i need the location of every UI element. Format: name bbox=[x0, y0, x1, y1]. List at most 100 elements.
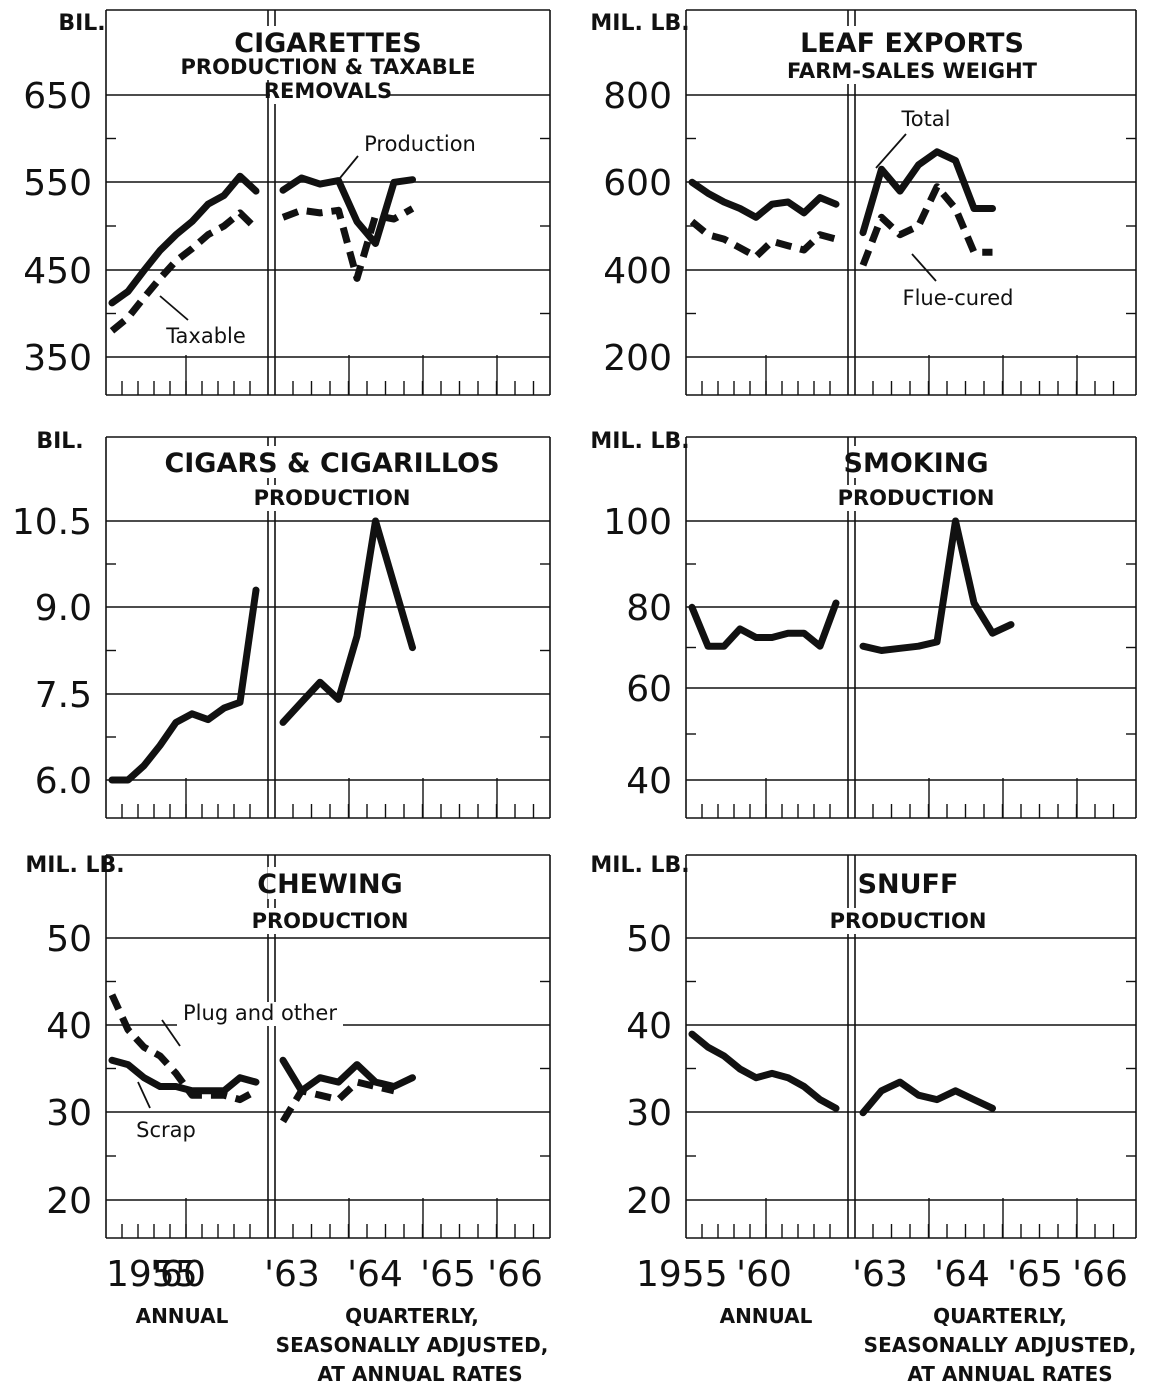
annotation-leader bbox=[875, 133, 907, 169]
unit-label: MIL. LB. bbox=[25, 853, 124, 878]
chart-title: SMOKING bbox=[844, 448, 989, 479]
y-tick-30: 30 bbox=[46, 1093, 92, 1134]
y-tick-20: 20 bbox=[46, 1181, 92, 1222]
annotation-backing bbox=[177, 1002, 343, 1026]
chart-subtitle: PRODUCTION & TAXABLE bbox=[181, 55, 476, 79]
annotation-label: Flue-cured bbox=[903, 286, 1014, 310]
y-tick-40: 40 bbox=[626, 1006, 672, 1047]
unit-label: BIL. bbox=[36, 429, 83, 454]
series-quarterly-flue-cured bbox=[859, 183, 993, 267]
quarterly-caption-left-1: QUARTERLY, bbox=[345, 1304, 479, 1328]
y-tick-40: 40 bbox=[46, 1006, 92, 1047]
unit-label: MIL. LB. bbox=[590, 11, 689, 36]
y-tick-600: 600 bbox=[603, 163, 672, 204]
series-quarterly-production bbox=[279, 174, 416, 247]
x-label-65-right: '65 bbox=[1007, 1254, 1063, 1295]
annotation-backing bbox=[132, 1119, 200, 1143]
series-annual-flue-cured bbox=[689, 218, 837, 261]
y-tick-450: 450 bbox=[23, 251, 92, 292]
y-tick-60: 60 bbox=[626, 669, 672, 710]
subtitle-backing bbox=[261, 485, 403, 511]
annual-caption-right: ANNUAL bbox=[720, 1304, 813, 1328]
series-annual-total bbox=[688, 178, 840, 221]
title-backing bbox=[853, 446, 979, 478]
y-tick-9.0: 9.0 bbox=[35, 588, 92, 629]
annotation-label: Taxable bbox=[165, 324, 246, 348]
chart-subtitle: PRODUCTION bbox=[252, 909, 409, 933]
chart-subtitle: PRODUCTION bbox=[830, 909, 987, 933]
title-backing bbox=[812, 26, 1012, 58]
x-label-65-left: '65 bbox=[420, 1254, 476, 1295]
chart-title: CIGARS & CIGARILLOS bbox=[164, 448, 499, 479]
x-label-63-right: '63 bbox=[852, 1254, 908, 1295]
y-tick-7.5: 7.5 bbox=[35, 675, 92, 716]
chart-smoking: 100 80 60 40 MIL. LB. SMOKING PRODUCTION bbox=[590, 429, 1137, 819]
x-axis-captions: 1955 '60 '63 '64 '65 '66 ANNUAL QUARTERL… bbox=[106, 1254, 1136, 1386]
chart-title: CHEWING bbox=[257, 869, 402, 900]
annotation-label: Total bbox=[900, 107, 950, 131]
x-label-64-right: '64 bbox=[934, 1254, 990, 1295]
annotation-backing bbox=[897, 287, 1019, 311]
quarterly-caption-right-1: QUARTERLY, bbox=[933, 1304, 1067, 1328]
series-annual-series bbox=[688, 599, 840, 650]
series-quarterly-total bbox=[859, 148, 996, 237]
series-annual-production bbox=[108, 172, 260, 307]
chart-snuff: 50 40 30 20 MIL. LB. SNUFF PRODUCTION bbox=[590, 853, 1137, 1239]
title-backing bbox=[179, 446, 485, 478]
title-backing bbox=[267, 867, 393, 899]
series-quarterly-series bbox=[859, 517, 1015, 654]
series-annual-plug-and-other bbox=[108, 993, 258, 1104]
y-tick-80: 80 bbox=[626, 588, 672, 629]
x-label-64-left: '64 bbox=[347, 1254, 403, 1295]
title-backing bbox=[243, 26, 413, 58]
annotation-taxable: Taxable bbox=[159, 295, 251, 349]
x-label-66-right: '66 bbox=[1072, 1254, 1128, 1295]
y-tick-350: 350 bbox=[23, 338, 92, 379]
subtitle-backing bbox=[259, 908, 401, 934]
y-tick-200: 200 bbox=[603, 338, 672, 379]
y-tick-400: 400 bbox=[603, 251, 672, 292]
annotation-leader bbox=[161, 1019, 181, 1047]
series-annual-series bbox=[688, 1030, 840, 1112]
series-quarterly-plug-and-other bbox=[280, 1078, 395, 1124]
annotation-leader bbox=[137, 1081, 151, 1109]
chart-leaf-exports: 800 600 400 200 MIL. LB. LEAF EXPORTSFARM-SAL… bbox=[590, 9, 1137, 396]
annotation-label: Scrap bbox=[136, 1118, 196, 1142]
quarterly-caption-right-2: SEASONALLY ADJUSTED, bbox=[864, 1333, 1137, 1357]
x-label-1955-left: 1955 bbox=[106, 1254, 198, 1295]
subtitle-backing bbox=[270, 78, 386, 104]
annotation-backing bbox=[359, 133, 481, 157]
quarterly-caption-left-2: SEASONALLY ADJUSTED, bbox=[276, 1333, 549, 1357]
subtitle-backing bbox=[845, 485, 987, 511]
annotation-leader bbox=[911, 253, 937, 282]
x-label-1955-right: 1955 bbox=[636, 1254, 728, 1295]
series-quarterly-series bbox=[279, 517, 416, 726]
subtitle-backing bbox=[195, 54, 461, 80]
annotation-total: Total bbox=[875, 107, 960, 169]
title-backing bbox=[860, 867, 956, 899]
x-label-60-right: '60 bbox=[736, 1254, 792, 1295]
annotation-production: Production bbox=[339, 132, 481, 179]
y-tick-650: 650 bbox=[23, 76, 92, 117]
x-label-60-left: '60 bbox=[150, 1254, 206, 1295]
annotation-scrap: Scrap bbox=[132, 1081, 200, 1143]
annotation-flue-cured: Flue-cured bbox=[897, 253, 1019, 311]
y-tick-30: 30 bbox=[626, 1093, 672, 1134]
chart-subtitle: PRODUCTION bbox=[838, 486, 995, 510]
y-tick-40: 40 bbox=[626, 761, 672, 802]
y-tick-100: 100 bbox=[603, 502, 672, 543]
y-tick-50: 50 bbox=[626, 919, 672, 960]
series-quarterly-series bbox=[859, 1078, 996, 1117]
annotation-label: Plug and other bbox=[183, 1001, 337, 1025]
y-tick-20: 20 bbox=[626, 1181, 672, 1222]
y-tick-50: 50 bbox=[46, 919, 92, 960]
series-annual-series bbox=[108, 586, 260, 784]
annotation-backing bbox=[892, 108, 960, 132]
chart-title: LEAF EXPORTS bbox=[800, 28, 1024, 59]
annual-caption-left: ANNUAL bbox=[136, 1304, 229, 1328]
y-tick-550: 550 bbox=[23, 163, 92, 204]
x-label-66-left: '66 bbox=[487, 1254, 543, 1295]
x-label-63-left: '63 bbox=[264, 1254, 320, 1295]
